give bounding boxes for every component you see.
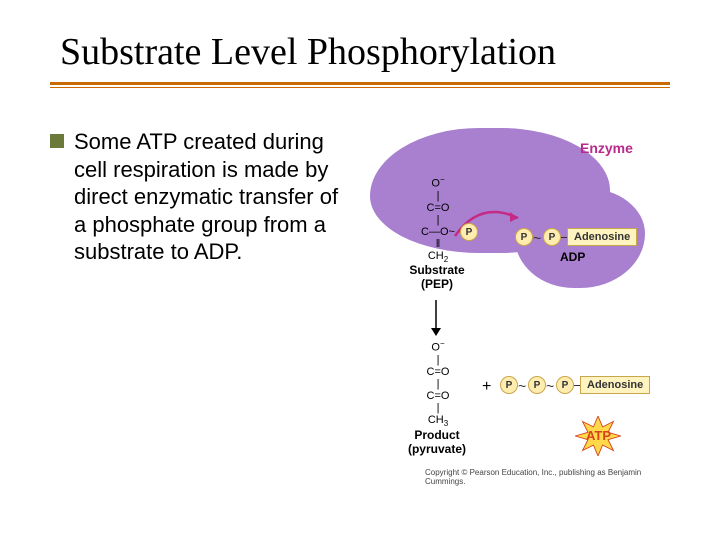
copyright-text: Copyright © Pearson Education, Inc., pub… — [425, 468, 670, 486]
bullet-column: Some ATP created during cell respiration… — [50, 128, 340, 488]
phosphate-icon: P — [500, 376, 518, 394]
phosphate-icon: P — [556, 376, 574, 394]
slide: Substrate Level Phosphorylation Some ATP… — [0, 0, 720, 540]
slide-title: Substrate Level Phosphorylation — [50, 30, 670, 80]
substrate-label: Substrate (PEP) — [392, 263, 482, 291]
enzyme-label: Enzyme — [580, 140, 633, 156]
adenosine-label: Adenosine — [580, 376, 650, 394]
product-label: Product (pyruvate) — [392, 428, 482, 456]
atp-label: ATP — [586, 428, 611, 443]
reaction-arrow-icon — [426, 298, 446, 338]
bullet-square-icon — [50, 134, 64, 148]
atp-chain: P P P Adenosine — [500, 376, 650, 394]
phosphate-icon: P — [460, 223, 478, 241]
adenosine-label: Adenosine — [567, 228, 637, 246]
adp-label: ADP — [560, 250, 585, 264]
phosphate-icon: P — [515, 228, 533, 246]
plus-sign: + — [482, 378, 491, 396]
bond-icon — [518, 381, 528, 387]
bullet-text: Some ATP created during cell respiration… — [74, 128, 340, 266]
diagram: Enzyme O− | C=O | C—O~ ‖ CH2 P Substrate… — [350, 128, 670, 488]
bond-icon — [546, 381, 556, 387]
content-row: Some ATP created during cell respiration… — [50, 128, 670, 488]
title-rule-thick — [50, 82, 670, 85]
phosphate-icon: P — [528, 376, 546, 394]
title-rule-thin — [50, 87, 670, 88]
phosphate-icon: P — [543, 228, 561, 246]
bullet-item: Some ATP created during cell respiration… — [50, 128, 340, 266]
pep-structure: O− | C=O | C—O~ ‖ CH2 — [408, 176, 468, 265]
adp-chain: P P Adenosine — [515, 228, 637, 246]
pyruvate-structure: O− | C=O | C=O | CH3 — [408, 340, 468, 429]
bond-icon — [533, 233, 543, 239]
